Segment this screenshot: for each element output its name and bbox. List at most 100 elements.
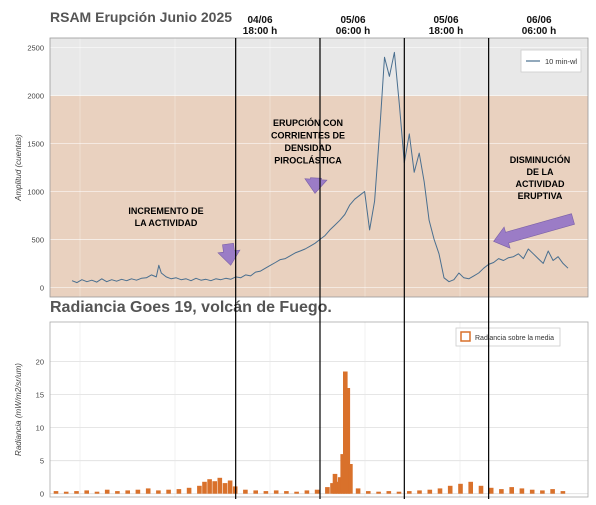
annotation-eruption-line-3: PIROCLÁSTICA	[274, 156, 342, 166]
bar-34	[337, 477, 343, 494]
bar-39	[355, 488, 361, 494]
annotation-decrease-line-2: ACTIVIDAD	[516, 179, 565, 189]
bar-58	[550, 489, 555, 494]
bar-0	[53, 491, 59, 494]
y-tick-label-2-3: 15	[36, 391, 44, 400]
bar-25	[273, 490, 279, 494]
bar-26	[284, 491, 289, 494]
bar-50	[468, 481, 473, 494]
bar-13	[186, 487, 192, 494]
bar-28	[304, 490, 310, 494]
bar-1	[63, 491, 69, 494]
time-label-2: 05/06 06:00 h	[318, 15, 388, 37]
bar-20	[227, 480, 233, 494]
bar-53	[499, 489, 504, 494]
plot-frame-2	[49, 321, 589, 498]
bar-15	[202, 481, 207, 494]
bar-44	[407, 491, 412, 494]
bar-51	[478, 485, 484, 494]
bar-49	[458, 483, 463, 494]
y-tick-label-4: 2000	[27, 92, 44, 101]
y-tick-label-5: 2500	[27, 44, 44, 53]
bar-29	[314, 489, 320, 494]
bar-30	[325, 487, 330, 494]
y-axis-label-2: Radiancia (mW/m2/sr/um)	[14, 363, 23, 456]
plot-background-2	[50, 322, 588, 497]
bar-32	[332, 473, 338, 494]
annotation-eruption-line-2: DENSIDAD	[284, 143, 332, 153]
bar-57	[540, 490, 545, 494]
bar-23	[253, 490, 258, 494]
bar-27	[294, 491, 299, 494]
y-tick-label-2-1: 5	[40, 457, 44, 466]
bar-46	[427, 489, 433, 494]
bar-24	[263, 491, 269, 494]
bar-41	[376, 491, 381, 494]
y-tick-label-1: 500	[31, 235, 44, 244]
legend-box-1	[520, 49, 582, 73]
bar-56	[529, 489, 535, 494]
y-tick-label-3: 1500	[27, 140, 44, 149]
bar-16	[207, 479, 212, 494]
annotation-eruption-line-1: CORRIENTES DE	[271, 131, 345, 141]
bar-9	[145, 488, 151, 494]
arrow-eruption	[304, 177, 328, 194]
annotation-decrease-line-1: DE LA	[527, 167, 555, 177]
annotation-decrease-line-0: DISMINUCIÓN	[510, 154, 571, 165]
time-label-4-date: 06/06	[526, 15, 552, 26]
annotation-eruption: ERUPCIÓN CON CORRIENTES DE DENSIDAD PIROCLÁ…	[271, 117, 345, 166]
annotation-eruption-line-0: ERUPCIÓN CON	[273, 117, 343, 128]
y-tick-label-2-0: 0	[40, 490, 44, 499]
annotation-increase-line-0: INCREMENTO DE	[128, 206, 203, 216]
bar-37	[345, 388, 351, 494]
legend-box-2	[455, 327, 561, 347]
arrow-decrease	[493, 213, 575, 249]
legend-label-1: 10 min-wl	[545, 57, 577, 66]
bar-43	[396, 491, 402, 494]
bar-40	[366, 491, 371, 494]
annotation-increase-line-1: LA ACTIVIDAD	[135, 218, 198, 228]
time-label-1: 04/06 18:00 h	[225, 15, 295, 37]
bar-11	[166, 489, 171, 494]
time-label-2-hour: 06:00 h	[335, 26, 371, 37]
bar-55	[519, 488, 525, 494]
bar-18	[217, 477, 223, 494]
bar-7	[125, 490, 130, 494]
y-tick-label-2-4: 20	[36, 358, 44, 367]
annotation-decrease-line-3: ERUPTIVA	[518, 191, 563, 201]
bar-31	[330, 483, 335, 494]
bar-14	[197, 485, 202, 494]
legend-swatch-2	[460, 331, 471, 342]
bar-33	[335, 481, 340, 494]
bar-10	[156, 490, 161, 494]
annotation-decrease: DISMINUCIÓN DE LA ACTIVIDAD ERUPTIVA	[510, 154, 571, 201]
bar-8	[135, 489, 141, 494]
y-tick-label-2: 1000	[27, 187, 44, 196]
bar-52	[488, 487, 494, 494]
chart-title-rsam: RSAM Erupción Junio 2025	[50, 9, 233, 25]
bar-35	[340, 454, 345, 494]
time-label-3: 05/06 18:00 h	[411, 15, 481, 37]
chart-title-radiance: Radiancia Goes 19, volcán de Fuego.	[50, 299, 332, 316]
bar-45	[417, 490, 422, 494]
bar-59	[560, 491, 566, 494]
bar-48	[447, 485, 453, 494]
y-axis-label-1: Amplitud (cuentas)	[14, 134, 23, 202]
time-label-4-hour: 06:00 h	[521, 26, 557, 37]
bar-6	[115, 491, 120, 494]
time-label-3-date: 05/06	[433, 15, 459, 26]
y-tick-label-0: 0	[40, 283, 44, 292]
bar-38	[348, 464, 353, 494]
bar-47	[437, 488, 443, 494]
time-label-2-date: 05/06	[340, 15, 366, 26]
bar-5	[104, 489, 110, 494]
time-label-4: 06/06 06:00 h	[504, 15, 574, 37]
bar-12	[176, 489, 182, 494]
bar-3	[84, 490, 89, 494]
plot-frame-1	[49, 37, 589, 298]
bar-36	[343, 371, 348, 494]
rsam-plot: 0 500 1000 1500 2000 2500 Amplitud (cuentas) 10…	[14, 37, 589, 298]
bar-42	[386, 491, 392, 494]
